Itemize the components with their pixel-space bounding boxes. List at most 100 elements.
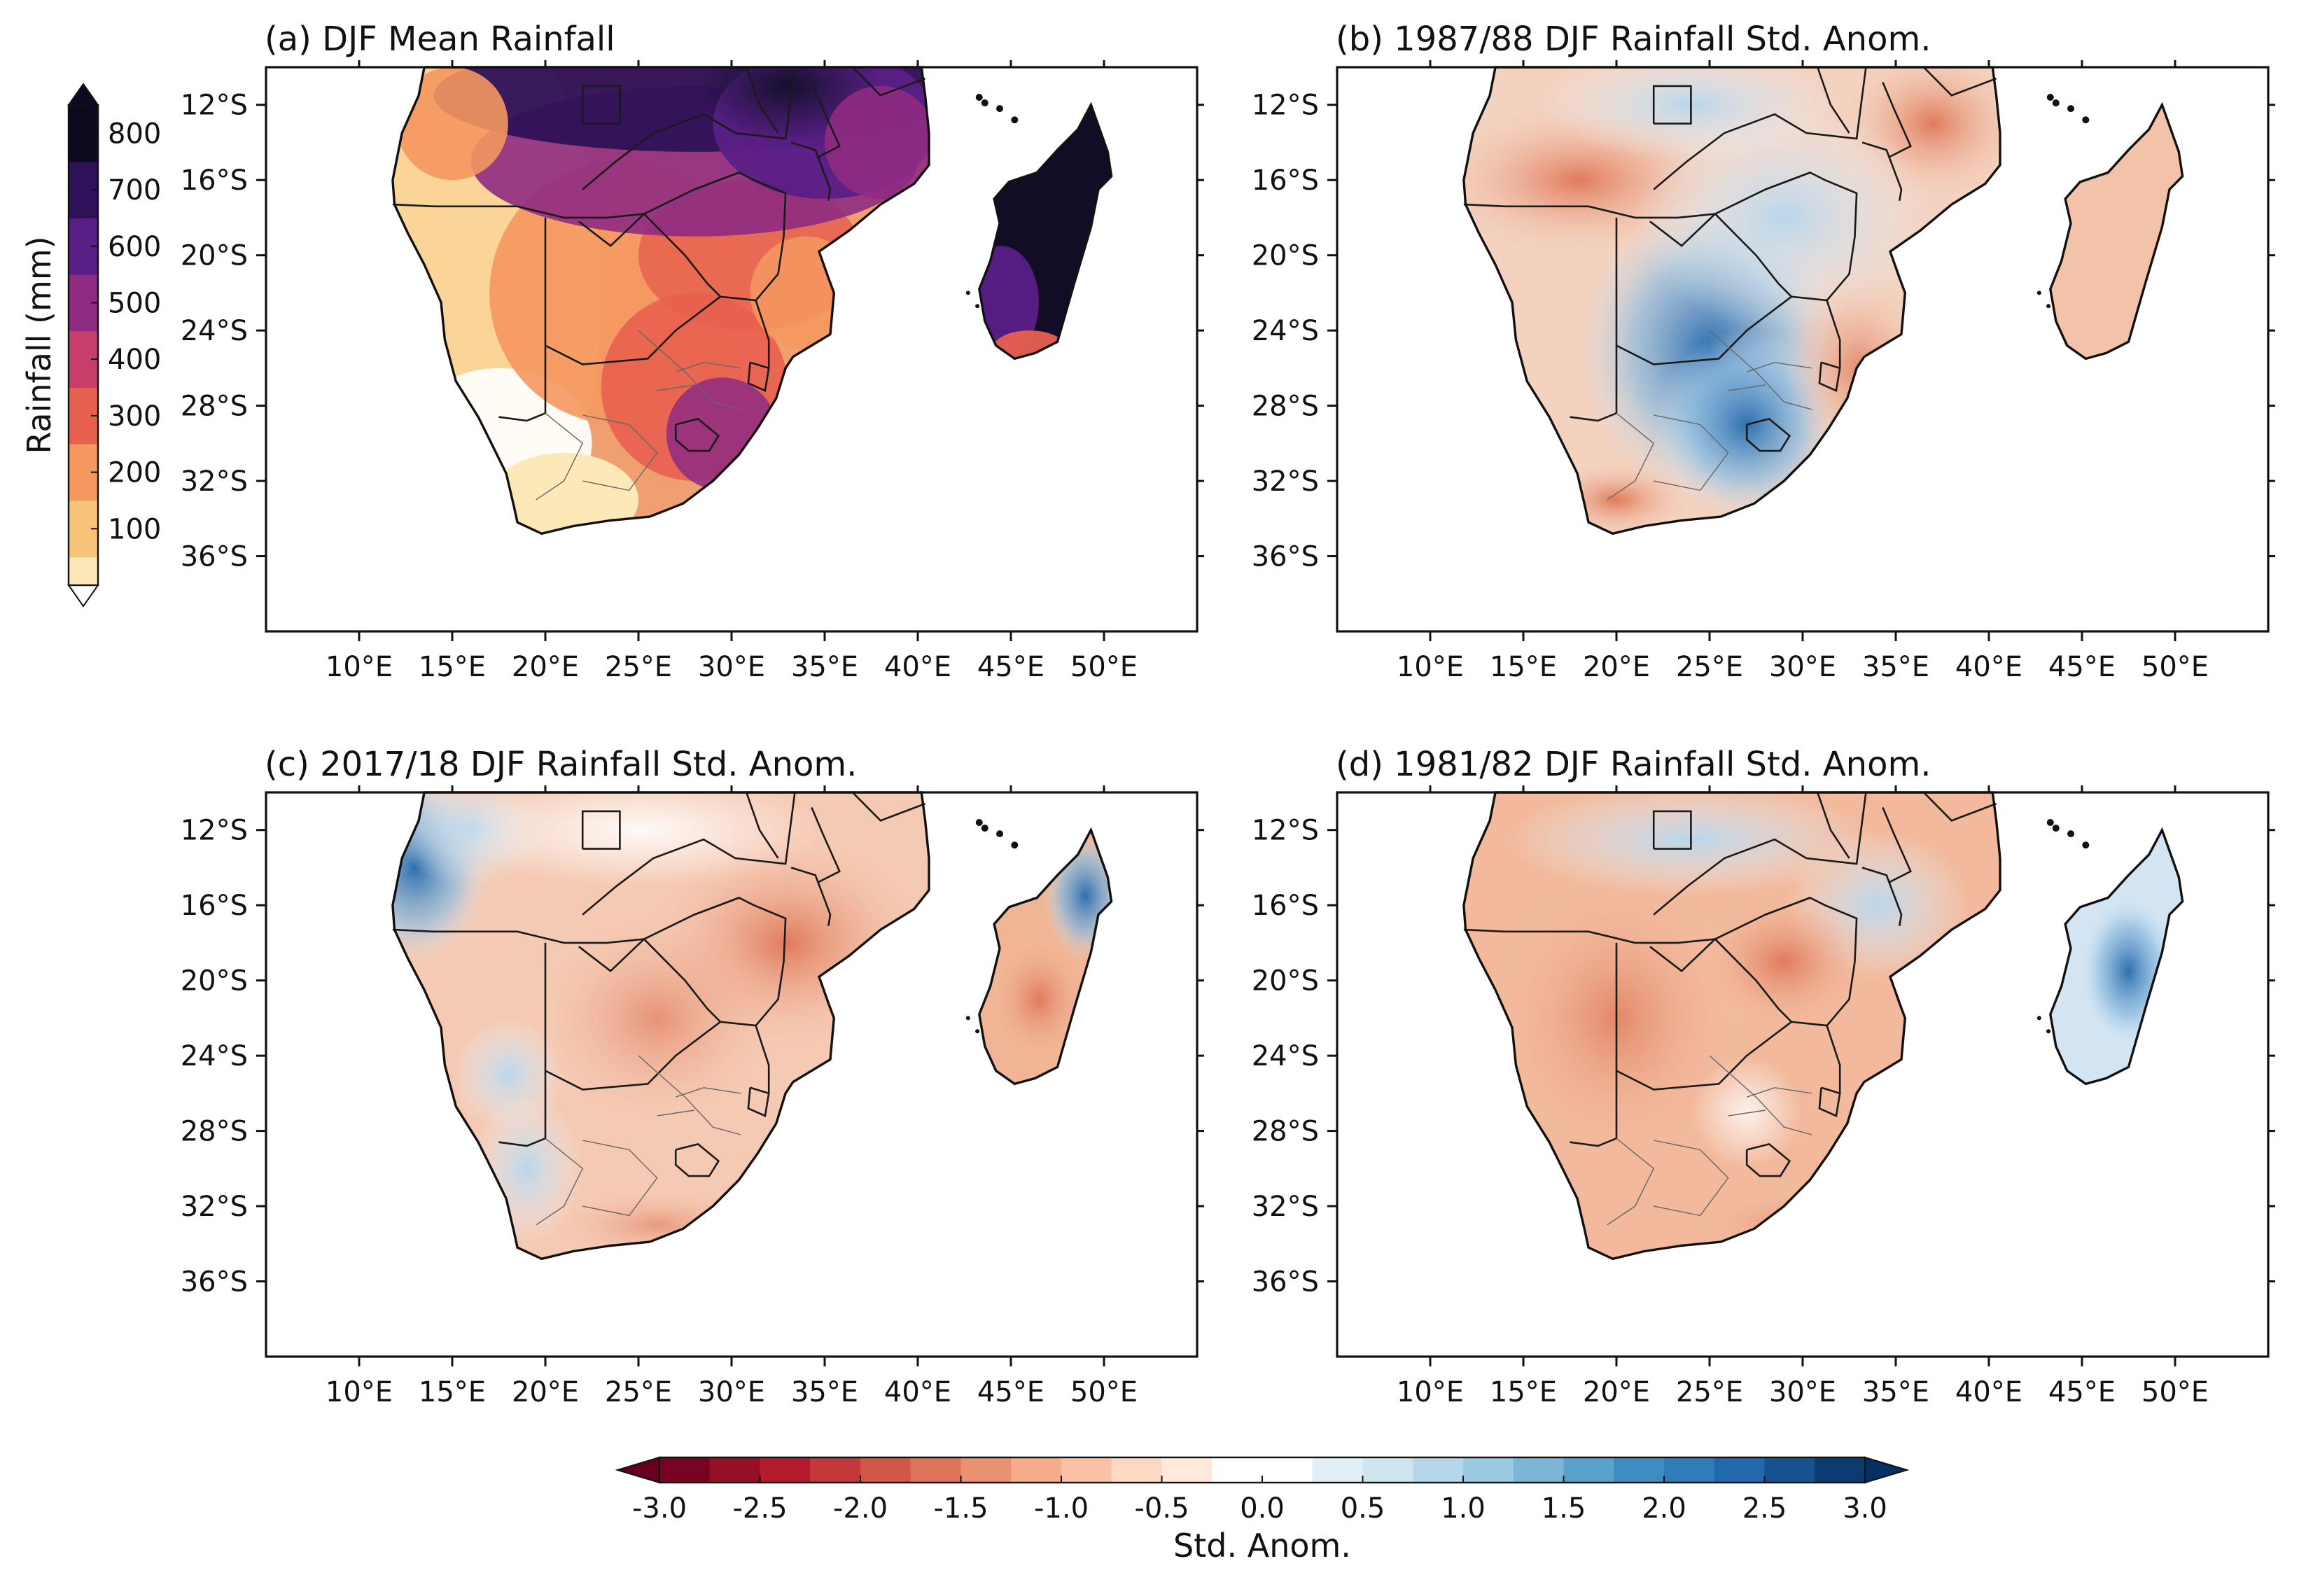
country-border xyxy=(1616,295,1792,365)
lat-tick-label: 36°S xyxy=(181,1266,248,1298)
anomaly-tick-label: 3.0 xyxy=(1843,1492,1887,1525)
country-border xyxy=(694,172,787,368)
country-border xyxy=(578,938,645,972)
colorbar-segment xyxy=(659,1457,711,1483)
province-border xyxy=(582,1140,658,1217)
colorbar-segment xyxy=(69,359,98,388)
country-border xyxy=(1653,792,1867,916)
country-border xyxy=(1861,867,1903,927)
country-border xyxy=(790,141,832,202)
country-border xyxy=(498,942,547,1147)
colorbar-segment xyxy=(69,330,98,360)
colorbar-segment xyxy=(709,1457,760,1483)
lon-tick-label: 45°E xyxy=(2048,1376,2116,1408)
field-anomaly-region xyxy=(396,67,508,181)
comoros-island xyxy=(2082,116,2090,124)
country-border xyxy=(694,897,787,1093)
country-border xyxy=(811,806,841,884)
anomaly-tick-label: -2.5 xyxy=(732,1492,787,1525)
field-anomaly-region xyxy=(452,792,825,887)
small-island xyxy=(975,304,980,309)
comoros-island xyxy=(996,830,1004,838)
lat-tick-label: 12°S xyxy=(1252,815,1319,847)
country-border xyxy=(1922,792,1997,822)
lat-tick-label: 32°S xyxy=(1252,465,1319,498)
anomaly-tick-label: 2.0 xyxy=(1642,1492,1686,1525)
madagascar-coastline xyxy=(2049,827,2184,1086)
lon-tick-label: 20°E xyxy=(1583,1376,1650,1408)
lon-tick-label: 25°E xyxy=(605,651,672,683)
country-border xyxy=(746,66,779,134)
lat-tick-label: 36°S xyxy=(181,541,248,573)
country-border xyxy=(581,810,621,850)
colorbar-segment xyxy=(69,246,98,275)
lat-tick-label: 20°S xyxy=(181,240,248,272)
country-border xyxy=(851,66,926,97)
lon-tick-label: 35°E xyxy=(791,1376,858,1408)
country-border xyxy=(582,66,796,190)
anomaly-tick-label: -3.0 xyxy=(632,1492,687,1525)
panel-b-title: (b) 1987/88 DJF Rainfall Std. Anom. xyxy=(1336,20,1931,59)
lat-tick-label: 16°S xyxy=(1252,890,1319,922)
country-border xyxy=(643,938,756,1027)
province-border xyxy=(1654,414,1729,491)
lat-tick-label: 20°S xyxy=(1252,965,1319,997)
colorbar-segment xyxy=(910,1457,961,1483)
lon-tick-label: 25°E xyxy=(605,1376,672,1408)
map-panel-c: 12°S 16°S 20°S 24°S 28°S 32°S 36°S 10°E 15°E 20°E… xyxy=(181,785,1204,1408)
country-border xyxy=(851,792,926,822)
lat-tick-label: 24°S xyxy=(1252,315,1319,347)
colorbar-extend-min xyxy=(67,584,99,608)
country-border xyxy=(1882,81,1912,159)
coastline xyxy=(391,66,930,536)
country-border xyxy=(1818,1086,1841,1117)
comoros-island xyxy=(1011,841,1019,849)
small-island xyxy=(2036,1016,2041,1021)
map-panel-a: 12°S 16°S 20°S 24°S 28°S 32°S 36°S 10°E 15°E 20°E… xyxy=(181,60,1204,683)
country-border xyxy=(1882,806,1912,884)
lon-tick-label: 40°E xyxy=(1955,1376,2022,1408)
country-border xyxy=(1570,217,1618,422)
lat-tick-label: 32°S xyxy=(1252,1191,1319,1223)
coastline xyxy=(1462,66,2001,536)
anomaly-tick-label: 1.0 xyxy=(1441,1492,1486,1525)
province-border xyxy=(1654,1140,1729,1217)
country-border xyxy=(1817,792,1850,859)
colorbar-segment xyxy=(1061,1457,1112,1483)
country-border xyxy=(1653,66,1867,190)
colorbar-segment xyxy=(69,387,98,416)
lon-tick-label: 15°E xyxy=(419,1376,486,1408)
rainfall-colorbar-label: Rainfall (mm) xyxy=(20,236,58,454)
map-panel-d: 12°S 16°S 20°S 24°S 28°S 32°S 36°S 10°E 15°E 20°E… xyxy=(1252,785,2275,1408)
country-border xyxy=(1570,942,1618,1147)
lat-tick-label: 24°S xyxy=(181,1040,248,1072)
country-border xyxy=(643,213,756,302)
province-border xyxy=(675,1087,741,1098)
lat-tick-label: 12°S xyxy=(181,815,248,847)
small-island xyxy=(2046,1029,2051,1034)
colorbar-segment xyxy=(69,472,98,501)
province-border xyxy=(1709,330,1812,410)
colorbar-segment xyxy=(69,161,98,190)
lon-tick-label: 20°E xyxy=(512,1376,579,1408)
colorbar-segment xyxy=(69,415,98,444)
anomaly-colorbar: -3.0 -2.5 -2.0 -1.5 -1.0 -0.5 0.0 0.5 1.0 1.5 2.0 2… xyxy=(615,1456,1910,1564)
colorbar-extend-max xyxy=(1864,1456,1910,1484)
rainfall-colorbar: 100 200 300 400 500 600 700 800 Rainfall (mm) xyxy=(20,83,161,608)
colorbar-segment xyxy=(1513,1457,1564,1483)
country-border xyxy=(1861,141,1903,202)
province-border xyxy=(536,412,584,500)
lon-tick-label: 10°E xyxy=(326,1376,393,1408)
comoros-island xyxy=(975,818,983,826)
lon-tick-label: 30°E xyxy=(698,1376,765,1408)
lon-tick-label: 35°E xyxy=(791,651,858,683)
small-island xyxy=(2046,304,2051,309)
country-border xyxy=(811,81,841,159)
country-border xyxy=(1714,213,1827,302)
lon-tick-label: 50°E xyxy=(2141,651,2209,683)
colorbar-segment xyxy=(1664,1457,1715,1483)
country-border xyxy=(1745,1142,1791,1177)
colorbar-segment xyxy=(69,556,98,586)
province-border xyxy=(1746,362,1812,372)
lon-tick-label: 15°E xyxy=(1490,651,1557,683)
